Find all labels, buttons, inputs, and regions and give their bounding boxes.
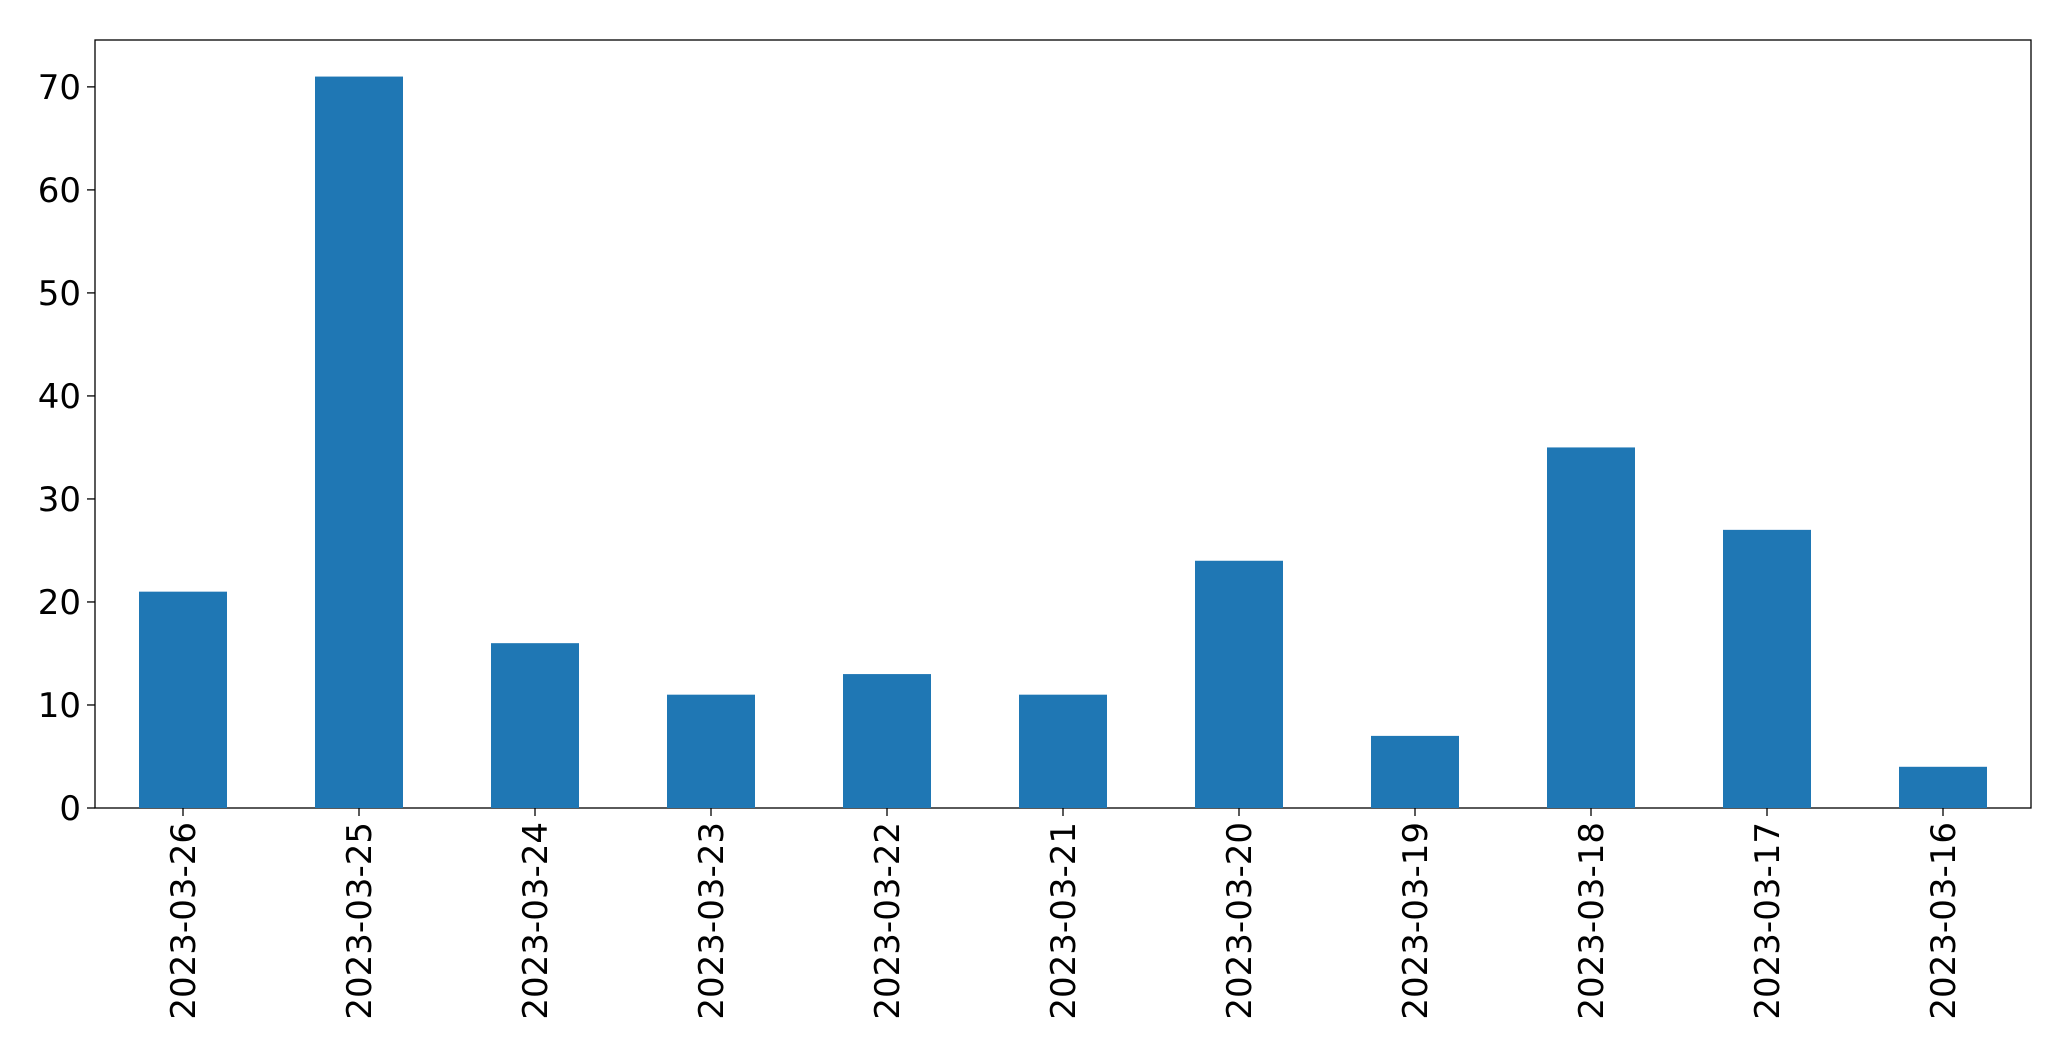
x-tick-label: 2023-03-25: [340, 822, 380, 1020]
bar: [1547, 447, 1635, 808]
y-tick-label: 60: [38, 171, 81, 211]
x-tick-label: 2023-03-26: [164, 822, 204, 1020]
x-tick-label: 2023-03-23: [692, 822, 732, 1020]
x-tick-label: 2023-03-16: [1924, 822, 1964, 1020]
x-tick-label: 2023-03-22: [868, 822, 908, 1020]
bar: [1371, 735, 1459, 808]
y-tick-label: 50: [38, 274, 81, 314]
y-tick-label: 20: [38, 583, 81, 623]
x-tick-label: 2023-03-21: [1044, 822, 1084, 1020]
bar: [1899, 766, 1987, 808]
x-tick-label: 2023-03-20: [1220, 822, 1260, 1020]
bar: [843, 674, 931, 808]
bar: [315, 76, 403, 809]
y-tick-label: 10: [38, 686, 81, 726]
y-tick-label: 40: [38, 377, 81, 417]
bar: [491, 643, 579, 808]
x-tick-label: 2023-03-19: [1396, 822, 1436, 1020]
x-tick-label: 2023-03-17: [1748, 822, 1788, 1020]
bar: [139, 591, 227, 808]
x-tick-label: 2023-03-24: [516, 822, 556, 1020]
y-tick-label: 0: [59, 789, 81, 829]
bar: [1195, 560, 1283, 808]
bar: [667, 694, 755, 808]
y-tick-label: 30: [38, 480, 81, 520]
x-tick-label: 2023-03-18: [1572, 822, 1612, 1020]
y-tick-label: 70: [38, 68, 81, 108]
bar: [1723, 529, 1811, 808]
bar: [1019, 694, 1107, 808]
